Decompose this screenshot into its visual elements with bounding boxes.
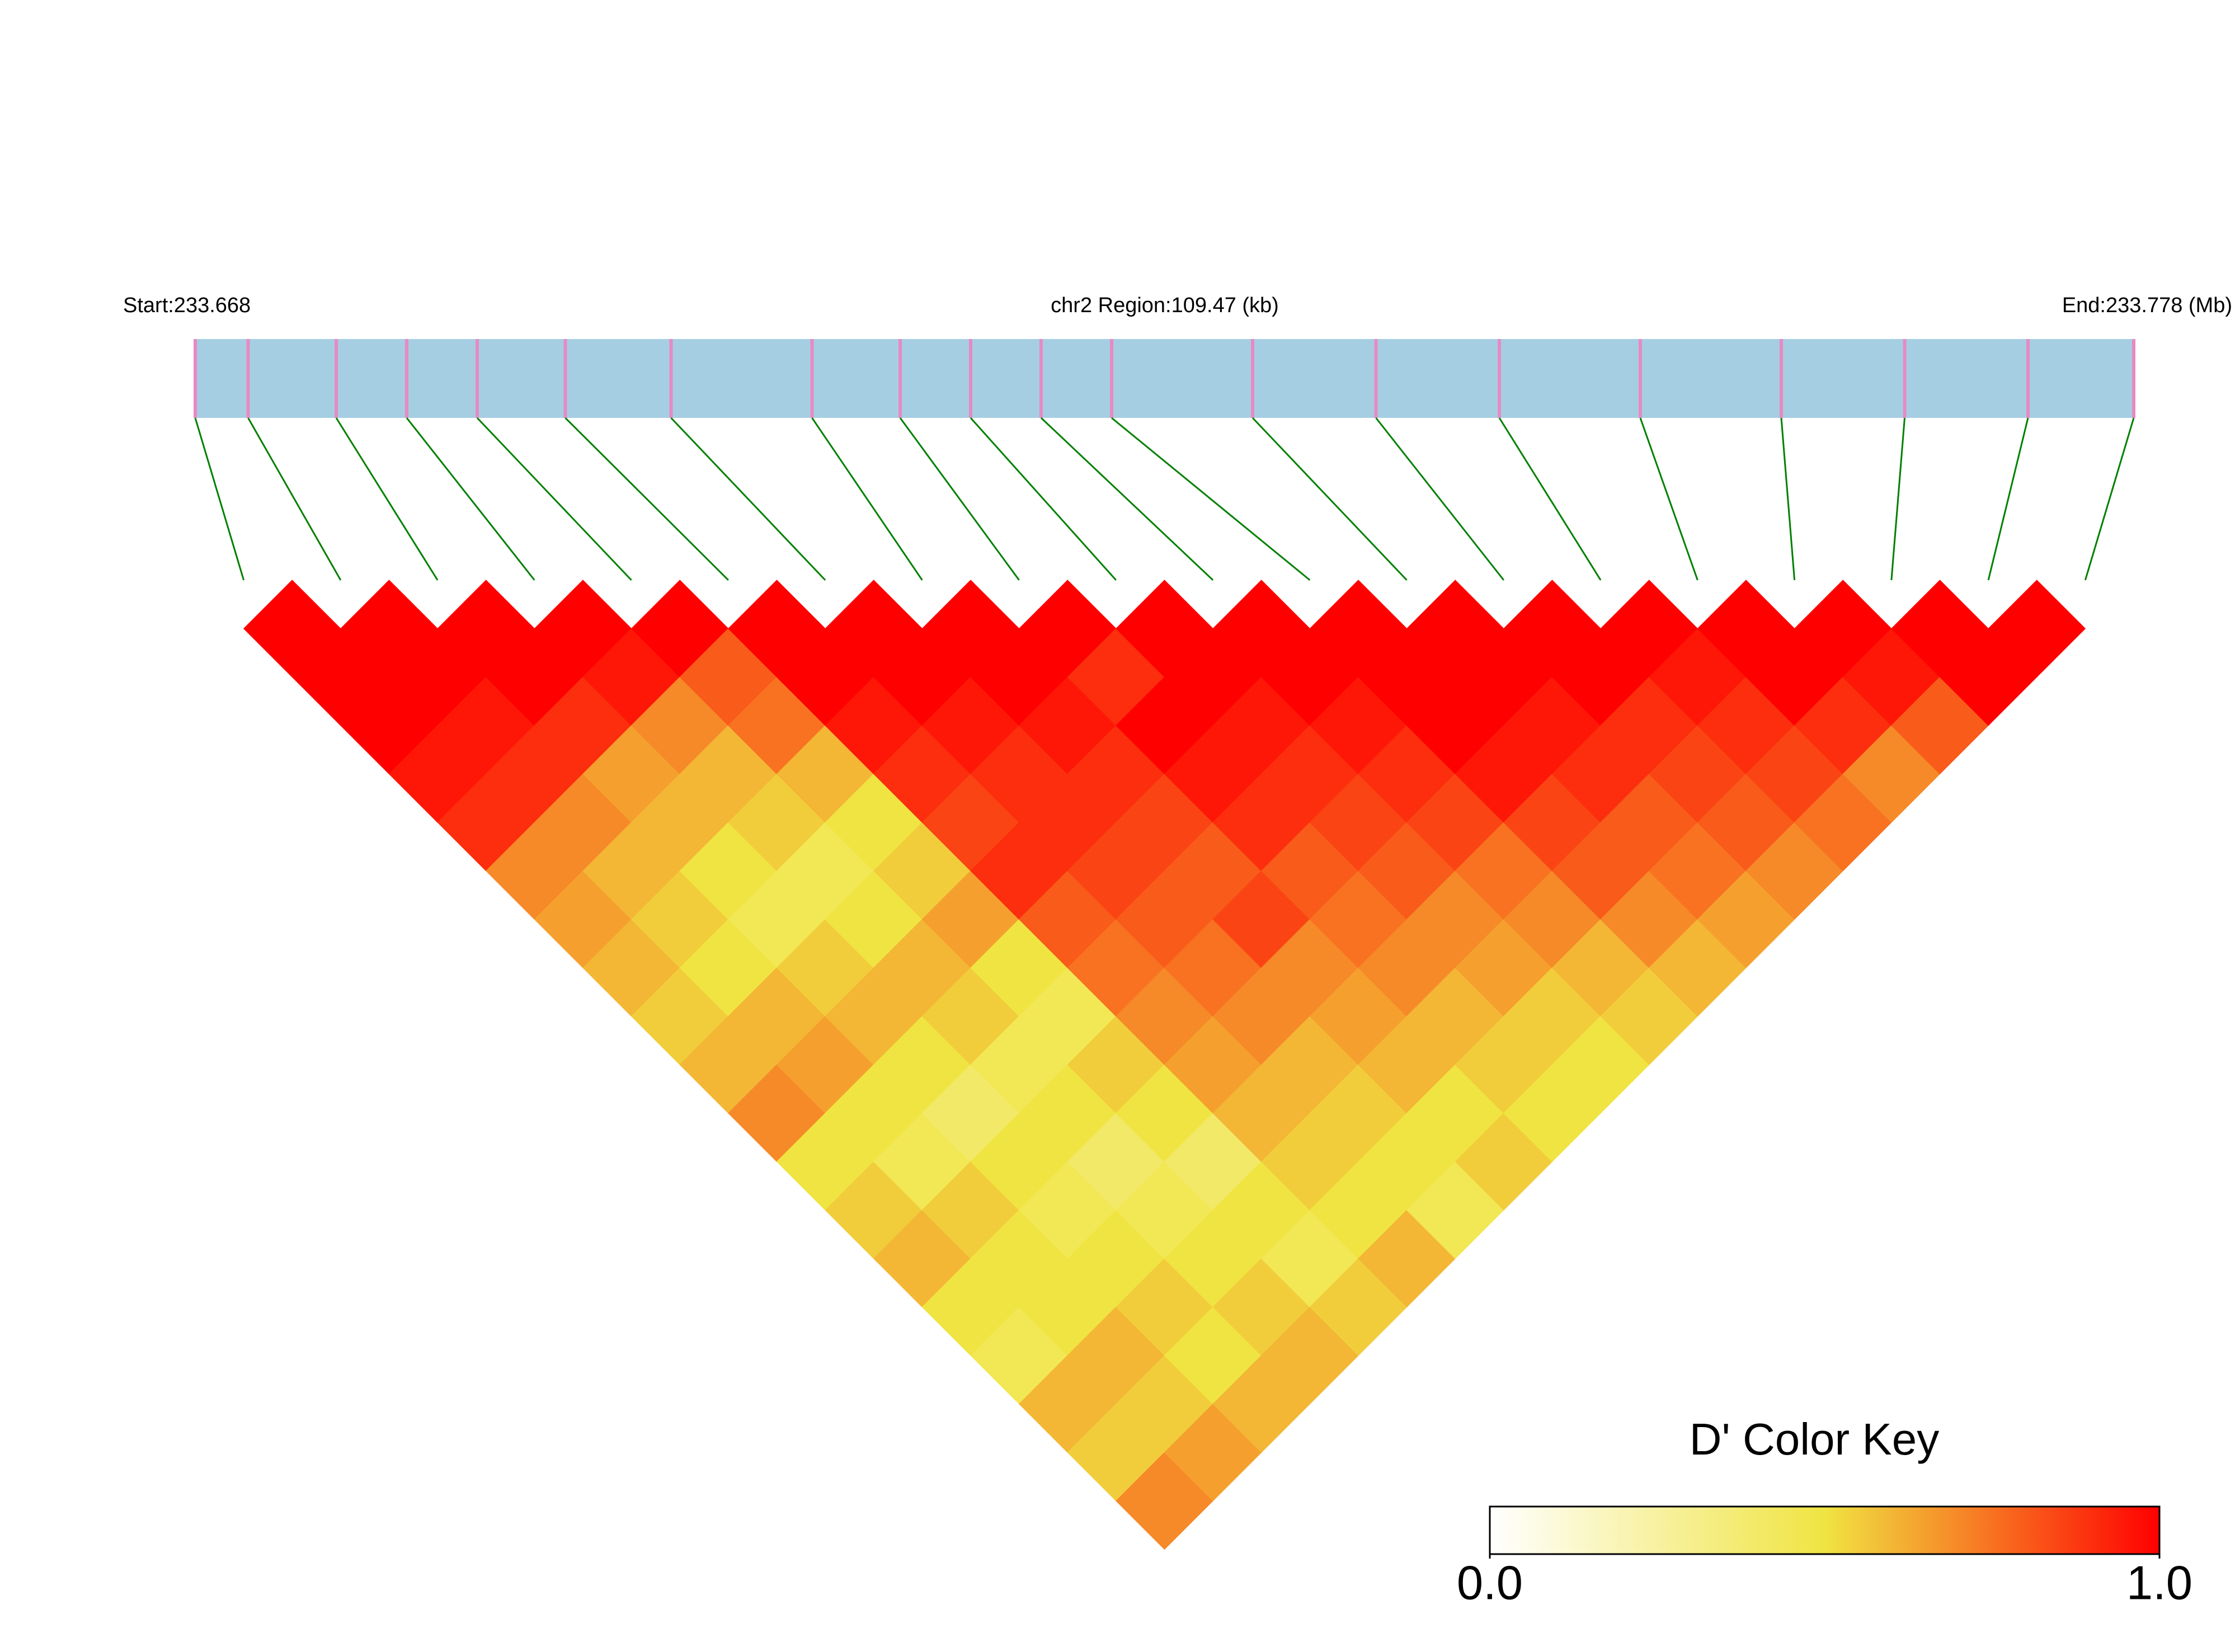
- snp-link: [1040, 417, 1214, 581]
- snp-link: [1251, 417, 1408, 581]
- snp-link: [899, 417, 1020, 581]
- ld-cell: [1988, 580, 2086, 677]
- color-key: [1489, 1505, 2161, 1555]
- region-label: chr2 Region:109.47 (kb): [1051, 294, 1279, 317]
- start-label: Start:233.668: [123, 294, 251, 317]
- snp-link: [970, 417, 1117, 581]
- end-label: End:233.778 (Mb): [2062, 294, 2232, 317]
- position-bar: [195, 339, 2134, 418]
- snp-link: [1987, 417, 2029, 581]
- snp-link: [1890, 417, 1905, 581]
- snp-link: [1498, 417, 1602, 581]
- snp-link: [1375, 417, 1505, 581]
- snp-link: [406, 417, 535, 581]
- key-tick-label: 0.0: [1457, 1556, 1523, 1609]
- snp-link: [2084, 417, 2135, 581]
- snp-link: [564, 417, 729, 581]
- snp-link: [335, 417, 439, 581]
- snp-link: [247, 417, 342, 581]
- snp-link: [1639, 417, 1698, 581]
- snp-link: [1111, 417, 1311, 581]
- snp-link: [670, 417, 826, 581]
- snp-link: [1780, 417, 1796, 581]
- snp-link: [811, 417, 923, 581]
- snp-link: [194, 417, 245, 581]
- key-tick-label: 1.0: [2126, 1556, 2192, 1609]
- key-title: D' Color Key: [1690, 1414, 1940, 1464]
- snp-link: [476, 417, 632, 581]
